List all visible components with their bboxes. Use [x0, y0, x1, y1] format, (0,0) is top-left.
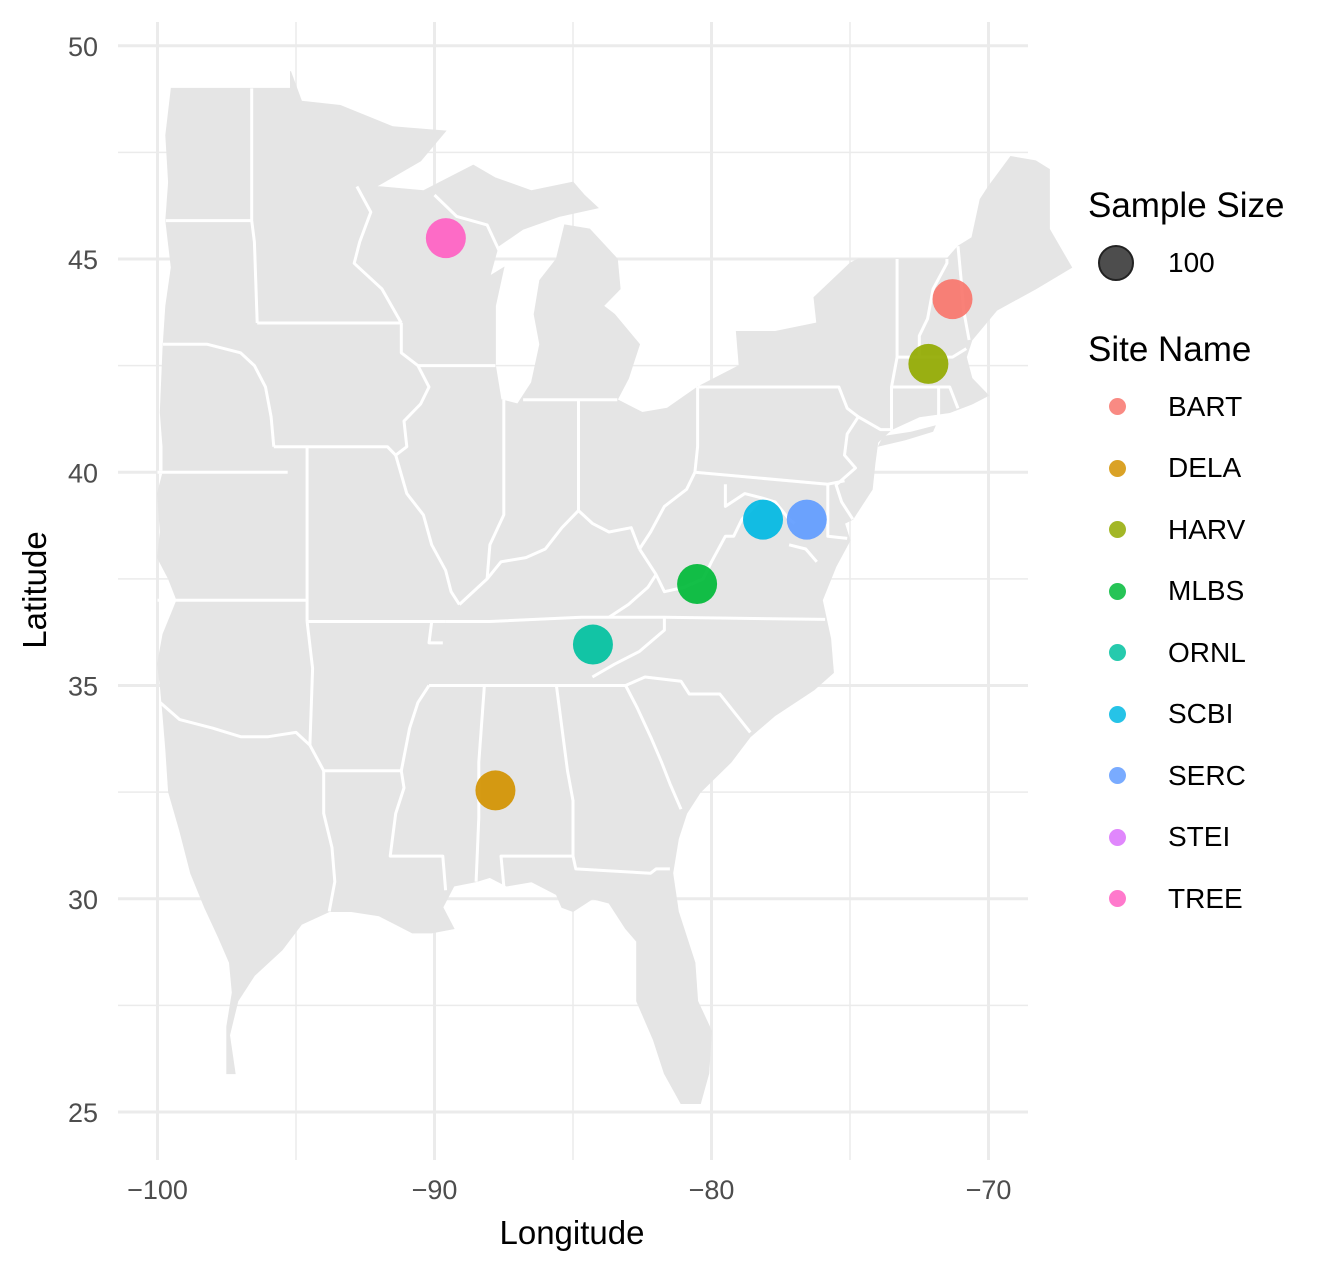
state-border-46 [399, 684, 431, 772]
site-point-dela [475, 770, 516, 811]
state-border-27 [917, 259, 949, 358]
state-border-15 [697, 385, 860, 418]
y-tick-label: 50 [68, 32, 98, 62]
state-border-9 [485, 399, 506, 580]
size-legend-value: 100 [1168, 247, 1215, 278]
size-legend-key: 100 [1088, 234, 1316, 292]
state-border-36 [499, 685, 575, 887]
state-border-42 [307, 620, 443, 645]
legend-swatch [1109, 459, 1126, 477]
site-point-harv [908, 343, 949, 384]
state-border-10 [394, 454, 461, 606]
site-point-tree [425, 218, 466, 259]
y-tick-label: 25 [68, 1098, 98, 1128]
state-border-11 [458, 509, 641, 606]
legend-swatch [1109, 398, 1126, 416]
axis-ticks: −100 −90 −80 −70 25 30 35 40 45 50 [68, 32, 1011, 1205]
land-area [156, 71, 1073, 1104]
state-border-29 [445, 615, 826, 623]
state-border-14 [638, 387, 700, 550]
legend-swatch [1109, 582, 1126, 600]
x-tick-label: −100 [127, 1175, 188, 1205]
state-border-23 [890, 259, 899, 430]
size-legend-title: Sample Size [1088, 186, 1285, 225]
state-border-34 [624, 684, 683, 810]
y-tick-label: 35 [68, 672, 98, 702]
state-border-37 [571, 855, 670, 875]
legend-label: ORNL [1168, 636, 1246, 668]
state-border-43 [305, 621, 315, 746]
site-point-mlbs [677, 563, 718, 604]
legend-swatch [1109, 644, 1126, 662]
legend-item-scbi: SCBI [1088, 684, 1316, 746]
state-border-24 [891, 385, 960, 409]
y-axis-title: Latitude [16, 531, 53, 648]
state-border-0 [250, 88, 259, 324]
size-legend-dot [1098, 245, 1134, 281]
legend-label: SCBI [1168, 698, 1234, 730]
state-border-6 [273, 445, 397, 457]
state-border-31 [591, 617, 666, 679]
state-border-22 [834, 415, 860, 521]
legend-label: HARV [1168, 513, 1246, 545]
x-tick-label: −90 [412, 1175, 458, 1205]
land-mainland [156, 71, 1073, 1104]
legend-item-harv: HARV [1088, 499, 1316, 561]
state-border-19 [788, 543, 818, 563]
site-points [425, 218, 973, 811]
state-border-2 [163, 342, 276, 447]
y-tick-label: 40 [68, 458, 98, 488]
x-axis-title: Longitude [500, 1214, 645, 1251]
state-border-21 [857, 415, 892, 432]
legend-swatch [1109, 890, 1126, 908]
y-tick-label: 30 [68, 885, 98, 915]
legend-swatch [1109, 767, 1126, 785]
x-tick-label: −70 [966, 1175, 1012, 1205]
legend-item-mlbs: MLBS [1088, 561, 1316, 623]
state-border-47 [159, 701, 311, 747]
legend-swatch [1109, 705, 1126, 723]
legend-label: STEI [1168, 821, 1231, 853]
state-border-45 [322, 770, 337, 912]
color-legend-title: Site Name [1088, 330, 1252, 369]
legend-item-tree: TREE [1088, 868, 1316, 930]
state-border-44 [308, 744, 448, 891]
state-border-20 [826, 484, 848, 540]
x-tick-label: −80 [689, 1175, 735, 1205]
legend-item-stei: STEI [1088, 807, 1316, 869]
legend-label: TREE [1168, 882, 1243, 914]
legend-label: SERC [1168, 759, 1246, 791]
legend-item-bart: BART [1088, 376, 1316, 438]
y-tick-label: 45 [68, 245, 98, 275]
legend: Sample Size 100 Site Name BART DELA HARV ML… [1088, 184, 1316, 930]
site-point-ornl [572, 624, 613, 665]
legend-item-dela: DELA [1088, 438, 1316, 500]
site-point-serc [786, 499, 827, 540]
legend-item-ornl: ORNL [1088, 622, 1316, 684]
state-border-30 [608, 573, 658, 619]
state-borders [157, 88, 971, 912]
state-border-5 [394, 323, 431, 457]
state-border-4 [352, 185, 403, 324]
color-legend-items: BART DELA HARV MLBS ORNL SCBI SERC STEI TREE [1088, 376, 1316, 930]
state-border-33 [624, 675, 752, 734]
state-border-8 [433, 193, 503, 256]
legend-swatch [1109, 828, 1126, 846]
legend-swatch [1109, 521, 1126, 539]
site-point-scbi [743, 499, 784, 540]
legend-label: DELA [1168, 452, 1242, 484]
land-long-island [877, 425, 936, 447]
site-point-bart [932, 279, 973, 320]
legend-item-serc: SERC [1088, 745, 1316, 807]
legend-label: MLBS [1168, 575, 1245, 607]
legend-label: BART [1168, 390, 1243, 422]
